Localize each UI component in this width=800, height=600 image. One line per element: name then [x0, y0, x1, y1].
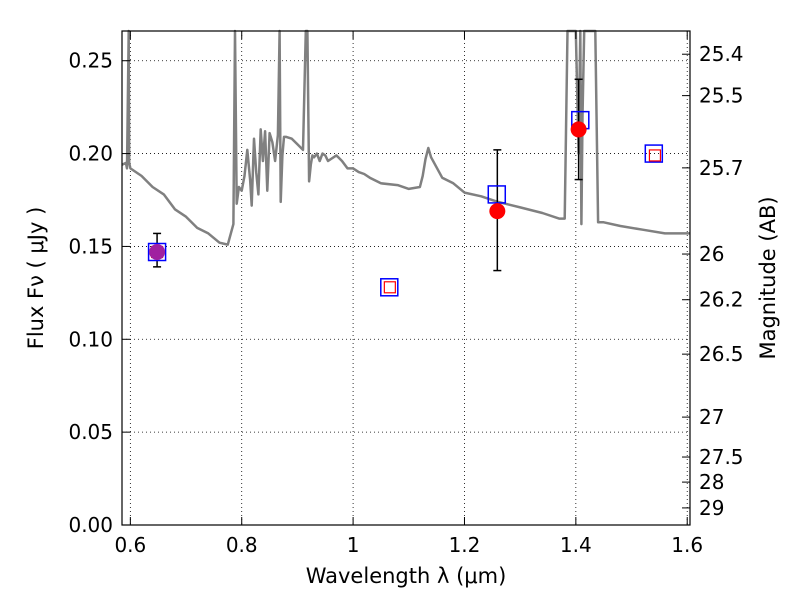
observed-flux-point — [489, 203, 506, 220]
x-tick-label: 1.2 — [449, 533, 481, 557]
tick-labels: 0.6 0.8 1 1.2 1.4 1.6 0.00 0.05 0.10 0.15 0.20 0.25… — [68, 42, 743, 557]
y-tick-label: 0.15 — [68, 234, 113, 258]
x-tick-label: 1 — [347, 533, 360, 557]
y2-tick-label: 26 — [699, 242, 724, 266]
y2-tick-label: 25.4 — [699, 42, 744, 66]
y2-tick-label: 25.7 — [699, 156, 744, 180]
x-tick-label: 1.6 — [671, 533, 703, 557]
y-tick-label: 0.00 — [68, 513, 113, 537]
y2-tick-label: 29 — [699, 496, 724, 520]
model-photometry-square — [644, 144, 664, 163]
y2-axis-title: Magnitude (AB) — [756, 196, 780, 359]
plot-frame — [121, 30, 691, 526]
axis-ticks — [122, 31, 690, 526]
model-photometry-square — [487, 185, 507, 204]
model-spectrum — [121, 29, 690, 246]
y2-tick-label: 26.5 — [699, 342, 744, 366]
data-markers — [147, 110, 664, 297]
x-tick-label: 1.4 — [560, 533, 592, 557]
model-flux-square — [648, 149, 662, 162]
model-spectrum-line — [121, 29, 690, 246]
x-tick-label: 0.8 — [226, 533, 258, 557]
grid-lines — [122, 31, 690, 526]
y-tick-label: 0.25 — [68, 49, 113, 73]
model-photometry-square — [380, 278, 399, 297]
y2-tick-label: 26.2 — [699, 288, 744, 312]
model-flux-square — [383, 281, 396, 294]
x-axis-title: Wavelength λ (μm) — [306, 564, 507, 588]
y-axis-title: Flux Fν ( μJy ) — [24, 207, 48, 350]
y2-tick-label: 28 — [699, 470, 724, 494]
y2-tick-label: 27.5 — [699, 445, 744, 469]
y-tick-label: 0.05 — [68, 420, 113, 444]
y-tick-label: 0.20 — [68, 142, 113, 166]
y2-tick-label: 25.5 — [699, 84, 744, 108]
observed-flux-point — [570, 121, 587, 138]
observed-flux-point — [149, 244, 166, 260]
x-tick-label: 0.6 — [114, 533, 146, 557]
y-tick-label: 0.10 — [68, 327, 113, 351]
y2-tick-label: 27 — [699, 405, 724, 429]
model-photometry-square — [147, 242, 167, 262]
